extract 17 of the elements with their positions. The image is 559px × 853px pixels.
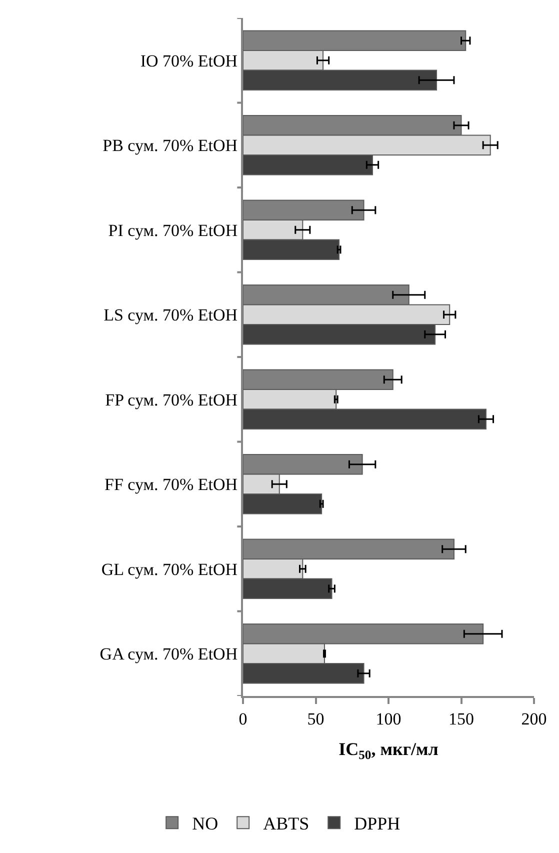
y-tick-label: PB сум. 70% EtOH: [102, 136, 238, 156]
y-tick-label: PI сум. 70% EtOH: [108, 220, 238, 240]
legend-label: DPPH: [354, 814, 400, 834]
legend-label: ABTS: [263, 814, 310, 834]
x-tick-label: 100: [376, 709, 402, 728]
x-axis-title: IC$_{50}$, мкг/мл: [338, 739, 438, 762]
x-tick-label: 50: [307, 709, 324, 728]
x-tick-label: 0: [238, 709, 248, 728]
x-tick-label: 150: [448, 709, 474, 728]
y-tick-label: FP сум. 70% EtOH: [105, 390, 238, 410]
x-tick-label: 200: [521, 709, 547, 728]
y-tick-label: IO 70% EtOH: [140, 51, 238, 70]
legend-label: NO: [192, 814, 218, 834]
y-tick-label: GA сум. 70% EtOH: [100, 644, 238, 664]
y-tick-label: FF сум. 70% EtOH: [104, 475, 238, 494]
y-tick-label: LS сум. 70% EtOH: [104, 306, 238, 325]
y-tick-label: GL сум. 70% EtOH: [101, 560, 238, 579]
